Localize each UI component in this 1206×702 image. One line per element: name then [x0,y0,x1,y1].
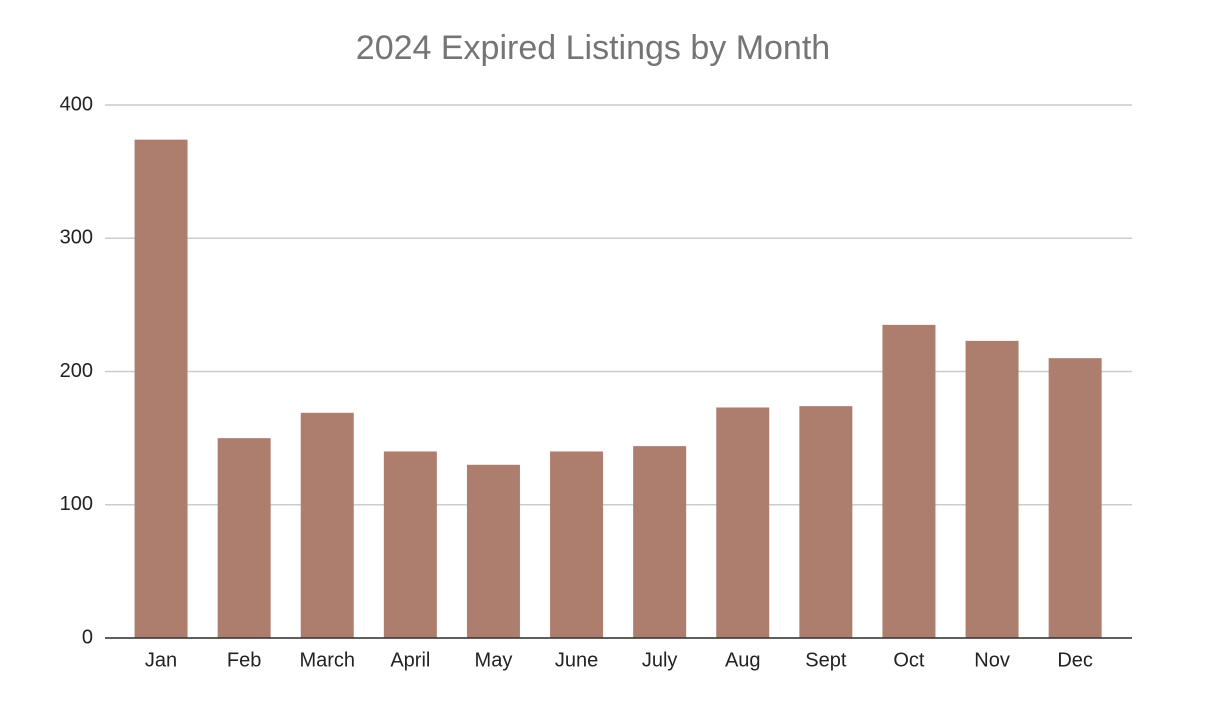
x-tick-label: April [390,649,430,671]
y-tick-label: 200 [60,360,93,382]
bar [1048,358,1102,638]
y-tick-label: 100 [60,493,93,515]
bar [633,446,687,638]
bar [134,139,188,638]
x-tick-label: Dec [1057,649,1093,671]
bar [300,412,354,638]
x-tick-label: June [555,649,598,671]
bar [217,438,271,638]
bar [550,451,604,638]
y-tick-label: 400 [60,93,93,115]
x-tick-label: March [299,649,355,671]
x-tick-label: Aug [725,649,761,671]
y-tick-label: 0 [82,626,93,648]
x-tick-label: May [475,649,513,671]
x-tick-label: Feb [227,649,261,671]
bar [965,340,1019,638]
bar [383,451,437,638]
bar [466,464,520,638]
chart-title: 2024 Expired Listings by Month [356,29,830,67]
x-tick-label: Nov [974,649,1010,671]
bar [716,407,770,638]
x-tick-label: Sept [805,649,847,671]
x-tick-label: July [642,649,678,671]
x-tick-label: Jan [145,649,177,671]
y-tick-label: 300 [60,227,93,249]
bar [882,324,936,638]
bar [799,406,853,638]
x-tick-label: Oct [893,649,925,671]
